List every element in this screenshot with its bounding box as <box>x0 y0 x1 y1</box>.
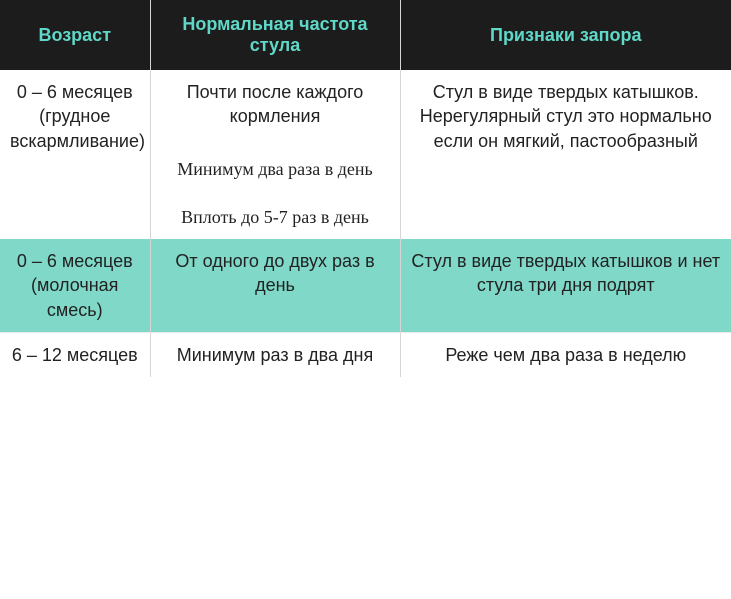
table-body: 0 – 6 месяцев (грудное вскармливание) По… <box>0 70 731 377</box>
stool-frequency-table: Возраст Нормальная частота стула Признак… <box>0 0 731 377</box>
freq-sub: Минимум два раза в день <box>161 157 390 181</box>
header-freq: Нормальная частота стула <box>150 0 400 70</box>
freq-sub: Вплоть до 5-7 раз в день <box>161 205 390 229</box>
table-row: 0 – 6 месяцев (грудное вскармливание) По… <box>0 70 731 239</box>
cell-signs: Стул в виде твердых катышков. Нерегулярн… <box>400 70 731 239</box>
cell-age: 0 – 6 месяцев (грудное вскармливание) <box>0 70 150 239</box>
cell-freq: От одного до двух раз в день <box>150 239 400 332</box>
cell-age: 0 – 6 месяцев (молочная смесь) <box>0 239 150 332</box>
table-row: 6 – 12 месяцев Минимум раз в два дня Реж… <box>0 333 731 378</box>
cell-age: 6 – 12 месяцев <box>0 333 150 378</box>
cell-freq: Почти после каждого кормления Минимум дв… <box>150 70 400 239</box>
table-header: Возраст Нормальная частота стула Признак… <box>0 0 731 70</box>
cell-signs: Стул в виде твердых катышков и нет стула… <box>400 239 731 332</box>
table-row: 0 – 6 месяцев (молочная смесь) От одного… <box>0 239 731 332</box>
header-signs: Признаки запора <box>400 0 731 70</box>
freq-main: Почти после каждого кормления <box>187 82 364 126</box>
header-age: Возраст <box>0 0 150 70</box>
cell-signs: Реже чем два раза в неделю <box>400 333 731 378</box>
cell-freq: Минимум раз в два дня <box>150 333 400 378</box>
